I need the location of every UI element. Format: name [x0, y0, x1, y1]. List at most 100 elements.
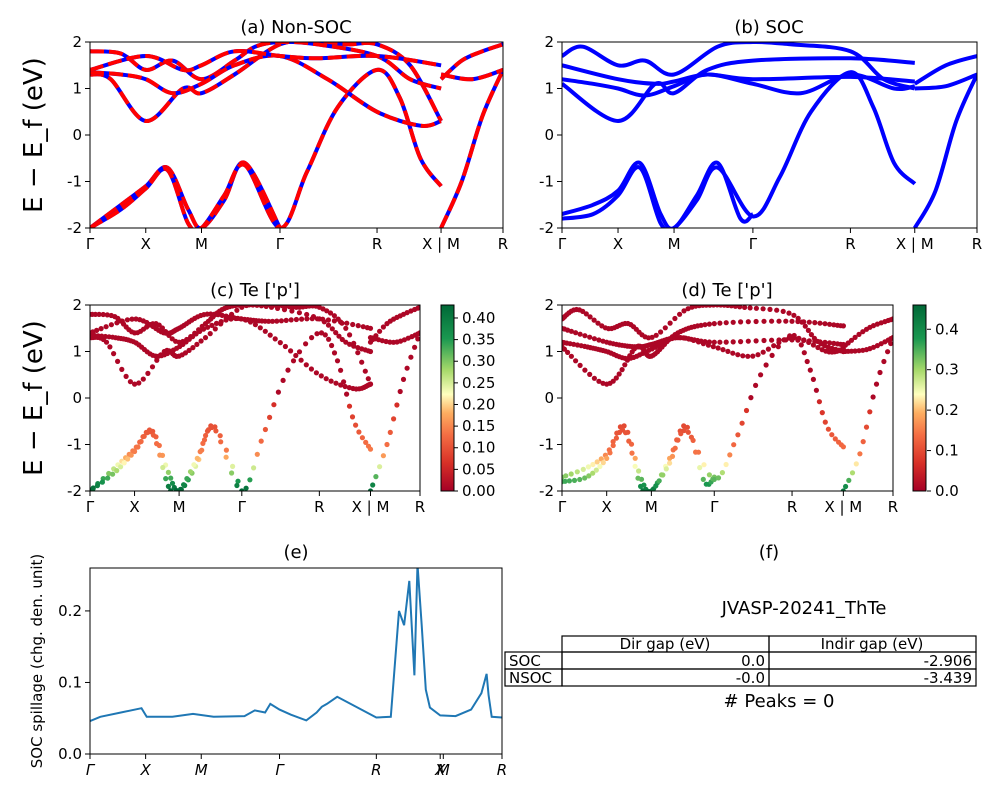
band-point [629, 450, 635, 456]
band-point [314, 316, 320, 322]
band-point [728, 305, 734, 309]
band-point [840, 488, 846, 491]
band-point [717, 320, 723, 326]
band-point [890, 316, 893, 322]
band-point [613, 375, 619, 381]
band-point [343, 339, 349, 345]
band-point [885, 349, 891, 355]
band-point [128, 452, 134, 458]
band-point [877, 369, 883, 376]
band-point [840, 444, 847, 450]
band-point [313, 370, 319, 376]
band-point [776, 337, 782, 343]
gap-table: Dir gap (eV) Indir gap (eV) SOC 0.0 -2.9… [504, 635, 977, 687]
band-point [761, 337, 767, 344]
band-point [675, 437, 681, 443]
band-point [194, 341, 200, 347]
y-tick-label: 0.0 [58, 745, 82, 763]
band-point [218, 439, 224, 445]
band-point [783, 318, 789, 324]
band-point [846, 477, 852, 483]
band-point [711, 321, 717, 327]
band-point [110, 471, 116, 477]
band-point [111, 351, 117, 357]
band-point [573, 330, 579, 336]
band-point [177, 486, 184, 491]
band-point [309, 316, 315, 322]
band-point [738, 319, 744, 325]
band-point [795, 315, 801, 321]
band-point [102, 333, 108, 340]
x-tick-label: Γ [238, 498, 247, 516]
band-point [681, 308, 687, 314]
band-point [219, 312, 225, 318]
y-tick-label: 2 [72, 33, 82, 51]
band-point [635, 475, 641, 481]
band-point [758, 372, 764, 378]
band-point [365, 376, 371, 382]
band-point [582, 367, 588, 373]
band-point [105, 475, 111, 481]
band-point [359, 435, 365, 441]
band-point [339, 336, 345, 343]
x-tick-label: Γ [276, 235, 285, 253]
band-line-soc [562, 160, 755, 228]
panel-c-ylabel: E − E_f (eV) [19, 320, 49, 476]
band-point [727, 452, 733, 458]
colorbar-d-ticks: 0.0 0.1 0.2 0.3 0.4 [927, 320, 959, 500]
band-point [667, 460, 673, 466]
x-tick-label: R [415, 498, 425, 516]
band-point [723, 461, 729, 468]
band-point [852, 334, 858, 340]
band-point [780, 308, 786, 314]
panel-d-plot: -2 -1 0 1 2 Γ X M Γ R X | M R [539, 296, 898, 516]
band-point [106, 470, 112, 477]
band-point [258, 305, 264, 309]
band-point [775, 344, 781, 350]
material-id-label: JVASP-20241_ThTe [721, 598, 887, 619]
x-tick-label: Γ [275, 761, 285, 779]
band-point [362, 368, 368, 374]
band-point [266, 318, 272, 324]
band-point [145, 370, 151, 376]
band-point [600, 460, 606, 466]
band-point [154, 357, 160, 363]
band-point [229, 470, 235, 476]
band-point [325, 322, 332, 328]
band-point [207, 331, 213, 337]
band-point [304, 316, 310, 322]
band-point [197, 328, 203, 334]
band-point [124, 317, 130, 323]
band-point [571, 477, 578, 483]
band-point [298, 357, 304, 363]
band-point [338, 382, 344, 388]
band-line-soc [562, 63, 915, 86]
panel-a-ylabel: E − E_f (eV) [19, 57, 49, 213]
band-point [154, 441, 160, 447]
y-tick-label: -1 [67, 173, 82, 191]
band-point [400, 376, 407, 382]
band-point [863, 424, 870, 430]
band-point [115, 358, 121, 364]
band-point [715, 475, 722, 481]
band-point [801, 350, 807, 356]
band-point [873, 381, 880, 387]
band-point [849, 470, 856, 476]
band-point [168, 475, 174, 481]
x-tick-label: R [888, 498, 898, 516]
band-point [165, 469, 171, 475]
band-point [367, 348, 374, 355]
band-point [610, 439, 616, 445]
band-point [140, 376, 146, 382]
band-point [685, 306, 691, 312]
band-point [288, 317, 294, 323]
colorbar-c-ticks: 0.00 0.05 0.10 0.15 0.20 0.25 0.30 0.35 0.40 [454, 309, 495, 500]
colorbar-tick-label: 0.30 [462, 352, 495, 370]
band-point [304, 311, 310, 318]
band-point [783, 337, 789, 343]
band-point [852, 348, 858, 354]
band-point [663, 466, 669, 472]
band-point [613, 435, 620, 441]
band-point [829, 432, 835, 438]
band-point [743, 407, 750, 414]
